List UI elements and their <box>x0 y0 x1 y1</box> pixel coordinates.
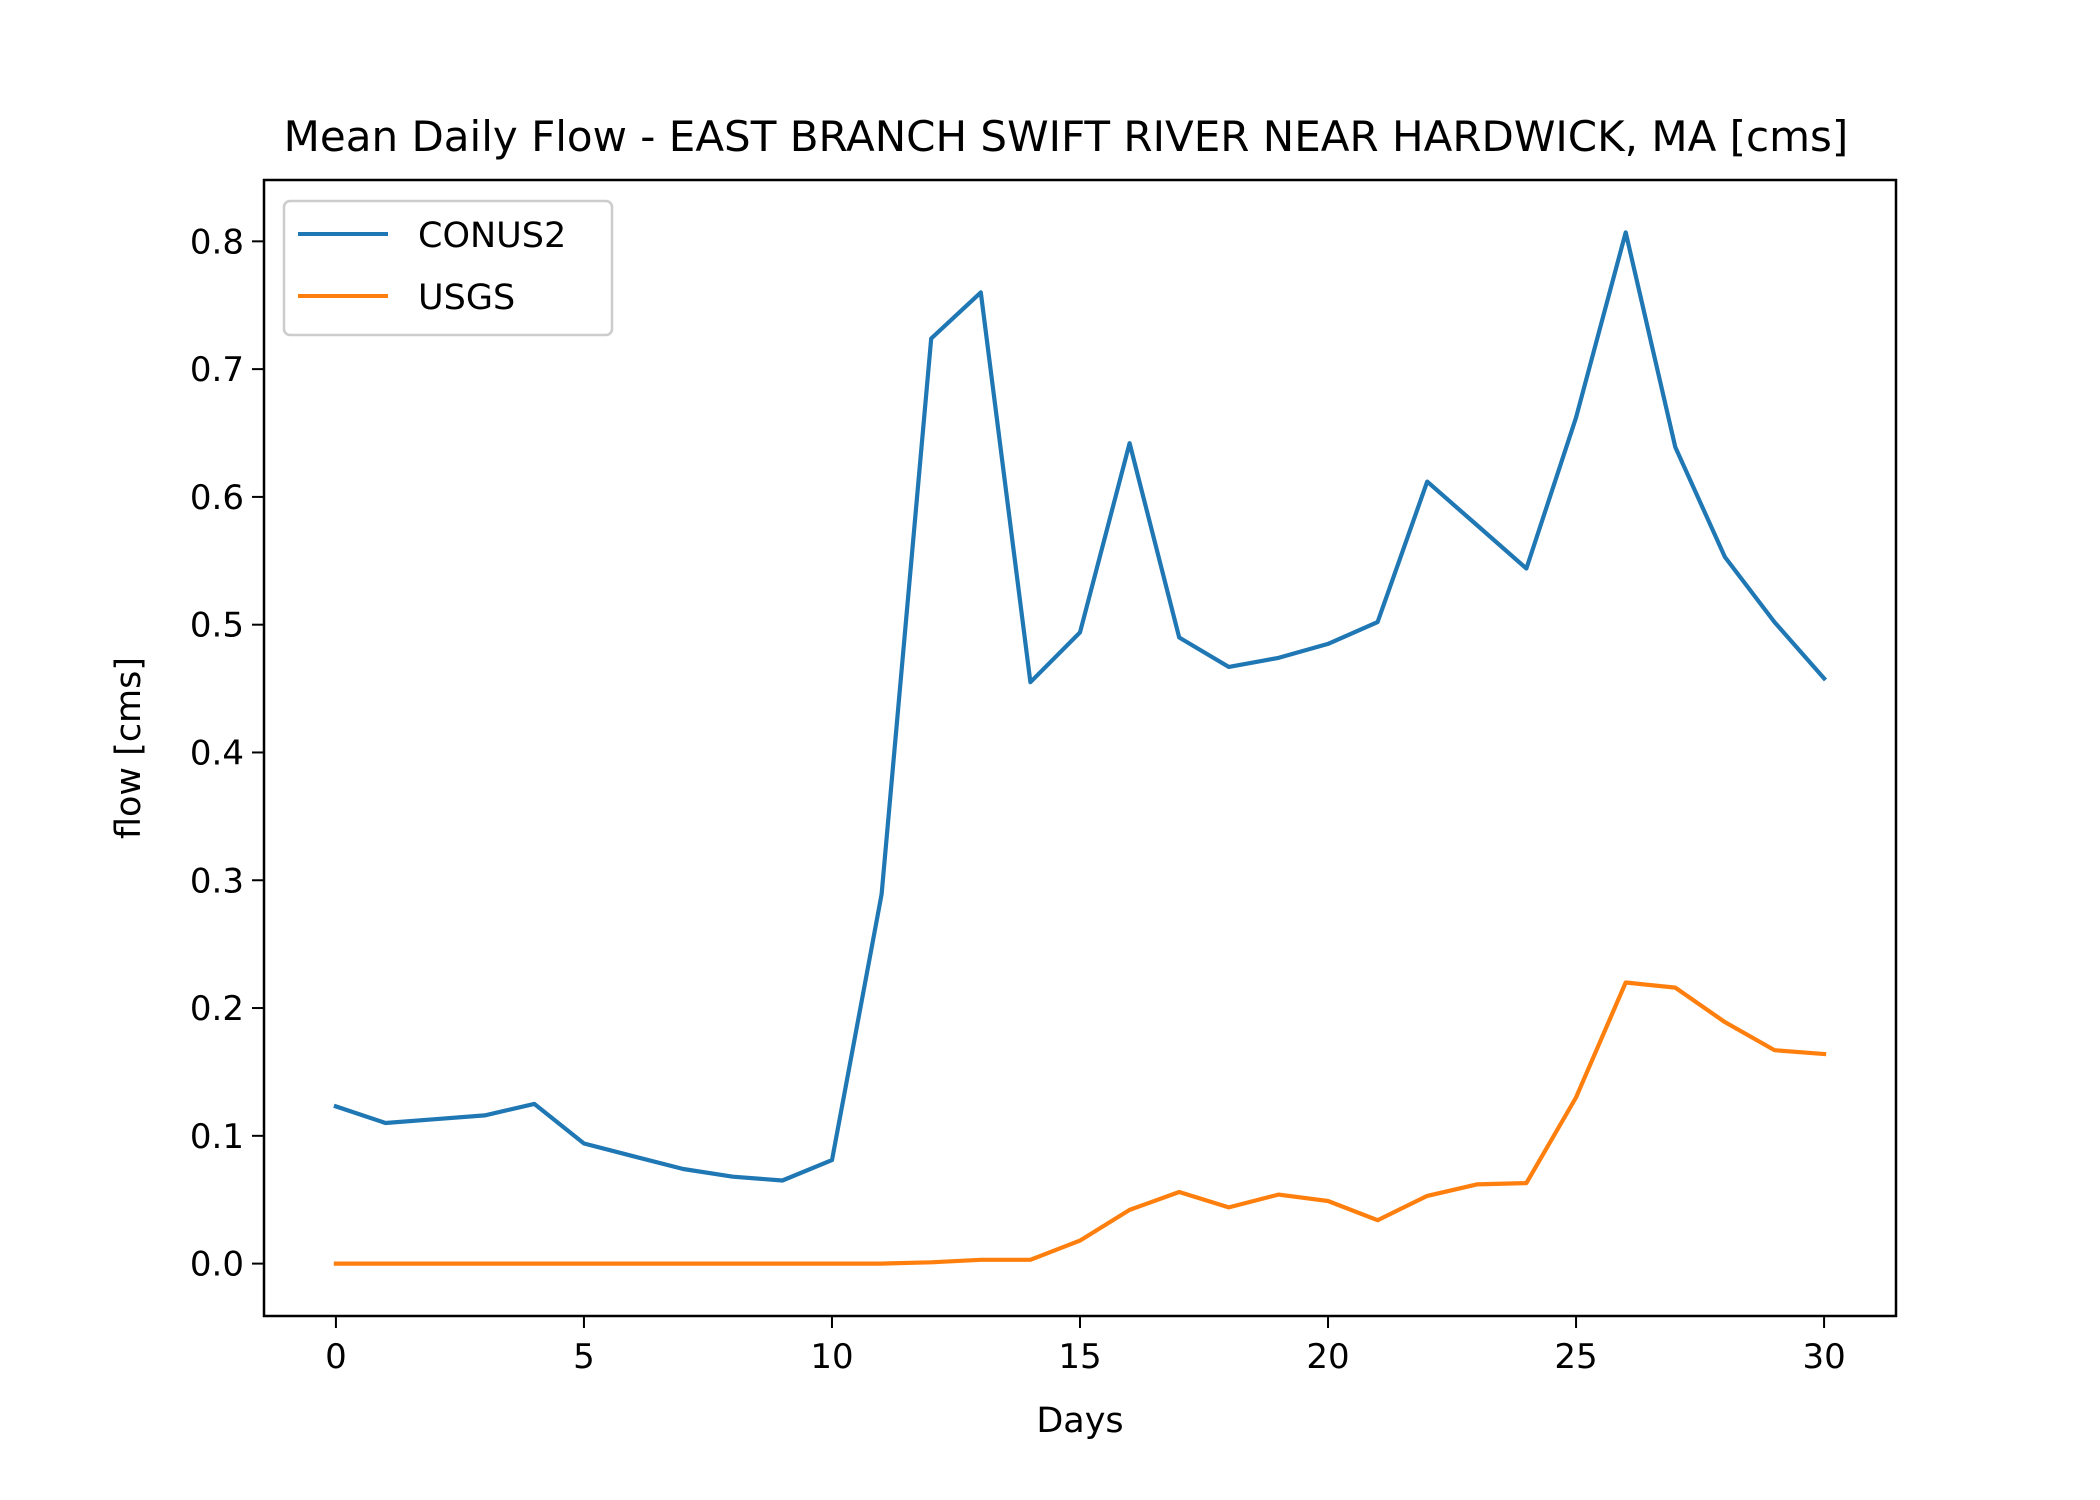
legend: CONUS2 USGS <box>282 199 614 337</box>
y-tick-label: 0.5 <box>190 606 244 646</box>
y-tick-label: 0.4 <box>190 733 244 773</box>
y-tick-label: 0.1 <box>190 1117 244 1157</box>
y-tick-label: 0.7 <box>190 350 244 390</box>
y-tick-label: 0.6 <box>190 478 244 518</box>
x-tick-label: 0 <box>325 1337 347 1377</box>
y-axis-ticks: 0.0 0.1 0.2 0.3 0.4 0.5 0.6 0.7 0.8 <box>190 222 264 1285</box>
x-tick-label: 5 <box>573 1337 595 1377</box>
x-axis-label: Days <box>1036 1401 1123 1441</box>
x-tick-label: 20 <box>1306 1337 1349 1377</box>
y-tick-label: 0.8 <box>190 222 244 262</box>
legend-label-usgs: USGS <box>418 278 515 318</box>
y-tick-label: 0.2 <box>190 989 244 1029</box>
chart-title: Mean Daily Flow - EAST BRANCH SWIFT RIVE… <box>284 112 1849 161</box>
plot-lines <box>333 230 1828 1266</box>
x-tick-label: 10 <box>810 1337 853 1377</box>
x-tick-label: 15 <box>1058 1337 1101 1377</box>
legend-label-conus2: CONUS2 <box>418 216 566 256</box>
x-axis-ticks: 0 5 10 15 20 25 30 <box>325 1316 1846 1377</box>
y-tick-label: 0.0 <box>190 1245 244 1285</box>
x-tick-label: 25 <box>1554 1337 1597 1377</box>
series-line-conus2 <box>333 230 1828 1183</box>
x-tick-label: 30 <box>1802 1337 1845 1377</box>
series-line-usgs <box>333 980 1827 1266</box>
y-axis-label: flow [cms] <box>109 657 149 839</box>
y-tick-label: 0.3 <box>190 861 244 901</box>
